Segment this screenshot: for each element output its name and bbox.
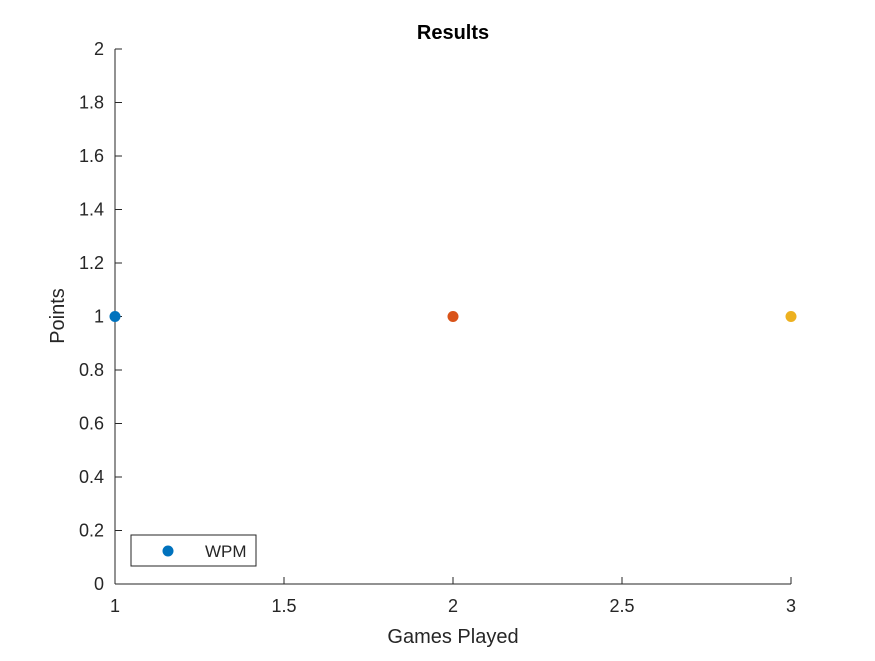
data-point — [447, 311, 459, 322]
y-tick-label: 0.6 — [79, 414, 104, 434]
chart-title: Results — [417, 22, 489, 44]
data-point — [785, 311, 797, 322]
y-ticks: 0 0.2 0.4 0.6 0.8 1 1.2 1.4 1.6 1.8 2 — [79, 39, 122, 594]
x-ticks: 1 1.5 2 2.5 3 — [110, 577, 796, 616]
x-tick-label: 2 — [448, 596, 458, 616]
legend-label: WPM — [205, 542, 247, 561]
y-tick-label: 1.4 — [79, 200, 104, 220]
y-tick-label: 1 — [94, 307, 104, 327]
y-tick-label: 0.4 — [79, 467, 104, 487]
legend-box — [130, 534, 257, 567]
data-points — [109, 311, 797, 322]
y-axis-label: Points — [47, 288, 69, 344]
legend-marker — [162, 545, 174, 557]
y-tick-label: 1.8 — [79, 93, 104, 113]
x-tick-label: 1.5 — [271, 596, 296, 616]
y-tick-label: 1.6 — [79, 146, 104, 166]
y-tick-label: 0 — [94, 574, 104, 594]
data-point — [109, 311, 121, 322]
legend: WPM — [130, 534, 257, 567]
y-tick-label: 2 — [94, 39, 104, 59]
x-axis-label: Games Played — [387, 626, 518, 648]
y-tick-label: 1.2 — [79, 253, 104, 273]
y-tick-label: 0.2 — [79, 521, 104, 541]
x-tick-label: 2.5 — [609, 596, 634, 616]
y-tick-label: 0.8 — [79, 360, 104, 380]
x-tick-label: 3 — [786, 596, 796, 616]
x-tick-label: 1 — [110, 596, 120, 616]
